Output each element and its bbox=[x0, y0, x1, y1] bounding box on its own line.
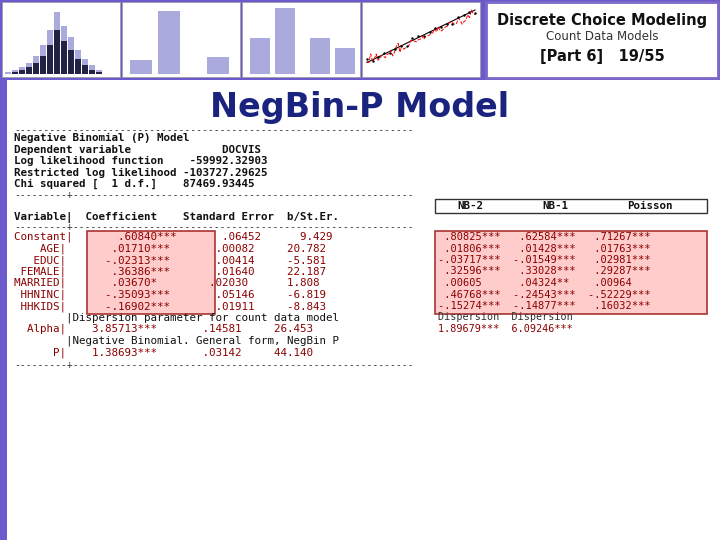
Bar bbox=[75, 50, 81, 74]
Text: |Negative Binomial. General form, NegBin P: |Negative Binomial. General form, NegBin… bbox=[14, 335, 339, 346]
Text: Variable|  Coefficient    Standard Error  b/St.Er.: Variable| Coefficient Standard Error b/S… bbox=[14, 212, 339, 223]
Bar bbox=[75, 59, 81, 74]
Bar bbox=[33, 63, 39, 74]
Bar bbox=[61, 41, 67, 74]
Text: --------------------------------------------------------------------: ----------------------------------------… bbox=[14, 125, 413, 135]
Bar bbox=[96, 72, 102, 74]
Text: ---------+----------------------------------------------------------: ---------+------------------------------… bbox=[14, 360, 413, 369]
Text: NegBin-P Model: NegBin-P Model bbox=[210, 91, 510, 125]
Text: HHNINC|      -.35093***       .05146     -6.819: HHNINC| -.35093*** .05146 -6.819 bbox=[14, 289, 326, 300]
Text: Chi squared [  1 d.f.]    87469.93445: Chi squared [ 1 d.f.] 87469.93445 bbox=[14, 179, 254, 189]
Text: Log likelihood function    -59992.32903: Log likelihood function -59992.32903 bbox=[14, 156, 268, 166]
Text: .00605      .04324**    .00964: .00605 .04324** .00964 bbox=[438, 278, 631, 288]
Bar bbox=[362, 2, 480, 77]
Text: Alpha|    3.85713***       .14581     26.453: Alpha| 3.85713*** .14581 26.453 bbox=[14, 324, 313, 334]
Bar bbox=[12, 72, 18, 74]
Text: 1.89679***  6.09246***: 1.89679*** 6.09246*** bbox=[438, 324, 572, 334]
Bar bbox=[250, 38, 270, 74]
Text: ---------+----------------------------------------------------------: ---------+------------------------------… bbox=[14, 222, 413, 233]
Bar bbox=[82, 65, 88, 74]
Text: EDUC|      -.02313***       .00414     -5.581: EDUC| -.02313*** .00414 -5.581 bbox=[14, 255, 326, 266]
Bar bbox=[310, 38, 330, 74]
Text: -.03717***  -.01549***   .02981***: -.03717*** -.01549*** .02981*** bbox=[438, 255, 650, 265]
Bar bbox=[40, 45, 46, 74]
Text: Constant|       .60840***       .06452      9.429: Constant| .60840*** .06452 9.429 bbox=[14, 232, 333, 242]
Text: Poisson: Poisson bbox=[627, 201, 672, 211]
Text: .46768***  -.24543***  -.52229***: .46768*** -.24543*** -.52229*** bbox=[438, 289, 650, 300]
Text: AGE|       .01710***       .00082     20.782: AGE| .01710*** .00082 20.782 bbox=[14, 244, 326, 254]
Bar bbox=[61, 25, 67, 74]
Bar bbox=[19, 68, 25, 74]
Bar bbox=[87, 231, 215, 314]
Bar bbox=[207, 57, 229, 74]
Bar bbox=[54, 30, 60, 74]
Bar bbox=[0, 80, 720, 540]
Text: FEMALE|       .36386***       .01640     22.187: FEMALE| .36386*** .01640 22.187 bbox=[14, 267, 326, 277]
Bar bbox=[12, 70, 18, 74]
Bar bbox=[335, 48, 355, 74]
Bar bbox=[19, 70, 25, 74]
Text: .01806***   .01428***   .01763***: .01806*** .01428*** .01763*** bbox=[438, 244, 650, 253]
Bar bbox=[435, 231, 707, 314]
Text: Negative Binomial (P) Model: Negative Binomial (P) Model bbox=[14, 133, 189, 143]
Text: .32596***   .33028***   .29287***: .32596*** .33028*** .29287*** bbox=[438, 267, 650, 276]
Text: .80825***   .62584***   .71267***: .80825*** .62584*** .71267*** bbox=[438, 232, 650, 242]
Bar bbox=[122, 2, 240, 77]
Text: HHKIDS|      -.16902***       .01911     -8.843: HHKIDS| -.16902*** .01911 -8.843 bbox=[14, 301, 326, 312]
Bar bbox=[33, 56, 39, 74]
Text: ---------+----------------------------------------------------------: ---------+------------------------------… bbox=[14, 191, 413, 200]
Bar bbox=[89, 70, 95, 74]
Text: |Dispersion parameter for count data model: |Dispersion parameter for count data mod… bbox=[14, 313, 339, 323]
Text: NB-2: NB-2 bbox=[457, 201, 483, 211]
Text: MARRIED|       .03670*        .02030      1.808: MARRIED| .03670* .02030 1.808 bbox=[14, 278, 320, 288]
Text: Restricted log likelihood -103727.29625: Restricted log likelihood -103727.29625 bbox=[14, 167, 268, 178]
Bar bbox=[130, 60, 152, 74]
Text: P|    1.38693***       .03142     44.140: P| 1.38693*** .03142 44.140 bbox=[14, 347, 313, 357]
Text: Count Data Models: Count Data Models bbox=[546, 30, 658, 44]
Bar bbox=[26, 63, 32, 74]
Text: Dependent variable              DOCVIS: Dependent variable DOCVIS bbox=[14, 145, 261, 154]
Bar bbox=[68, 50, 74, 74]
Bar bbox=[275, 8, 295, 74]
Text: [Part 6]   19/55: [Part 6] 19/55 bbox=[539, 50, 665, 64]
Bar bbox=[40, 56, 46, 74]
Bar bbox=[242, 2, 360, 77]
Text: Dispersion  Dispersion: Dispersion Dispersion bbox=[438, 313, 572, 322]
Bar bbox=[26, 68, 32, 74]
Bar bbox=[435, 199, 707, 213]
Bar bbox=[68, 37, 74, 74]
Bar bbox=[486, 2, 718, 78]
Bar bbox=[89, 65, 95, 74]
Bar bbox=[2, 2, 120, 77]
Bar bbox=[158, 11, 180, 74]
Text: NB-1: NB-1 bbox=[542, 201, 568, 211]
Bar bbox=[5, 72, 11, 74]
Bar bbox=[47, 30, 53, 74]
Bar bbox=[47, 45, 53, 74]
Bar bbox=[0, 0, 720, 80]
Text: -.15274***  -.14877***   .16032***: -.15274*** -.14877*** .16032*** bbox=[438, 301, 650, 311]
Bar bbox=[96, 70, 102, 74]
Bar bbox=[82, 59, 88, 74]
Bar bbox=[0, 80, 7, 540]
Text: Discrete Choice Modeling: Discrete Choice Modeling bbox=[497, 12, 707, 28]
Bar bbox=[54, 12, 60, 74]
